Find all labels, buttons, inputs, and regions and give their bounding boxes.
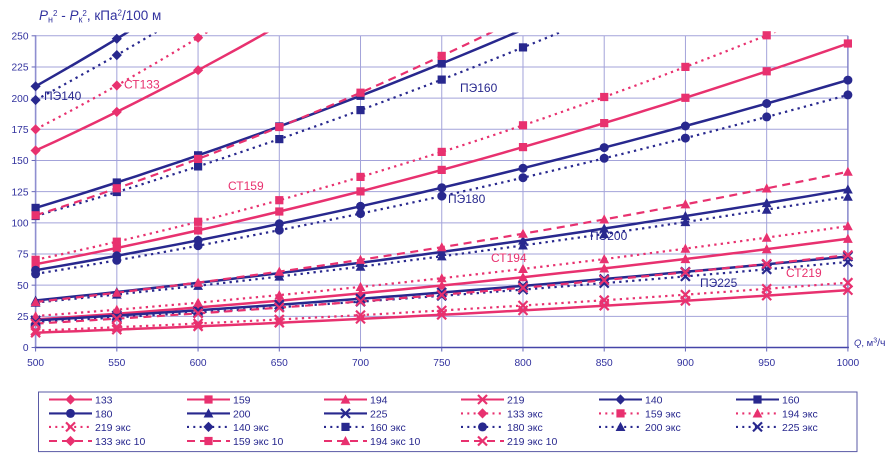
svg-text:550: 550 — [108, 358, 125, 369]
svg-text:СТ194: СТ194 — [491, 251, 527, 265]
svg-text:950: 950 — [758, 358, 775, 369]
svg-text:СТ133: СТ133 — [124, 78, 160, 92]
svg-text:500: 500 — [27, 358, 44, 369]
svg-text:194: 194 — [370, 395, 388, 407]
svg-text:800: 800 — [515, 358, 532, 369]
svg-text:200: 200 — [233, 408, 251, 420]
svg-text:133: 133 — [95, 395, 113, 407]
svg-text:ПЭ225: ПЭ225 — [700, 276, 738, 290]
svg-text:180 экс: 180 экс — [507, 422, 543, 434]
svg-text:ПЭ160: ПЭ160 — [460, 81, 498, 95]
svg-text:СТ159: СТ159 — [228, 179, 264, 193]
svg-text:100: 100 — [12, 219, 29, 230]
svg-text:600: 600 — [190, 358, 207, 369]
svg-text:219 экс 10: 219 экс 10 — [507, 436, 558, 448]
svg-text:175: 175 — [12, 125, 29, 136]
svg-text:850: 850 — [596, 358, 613, 369]
svg-text:159: 159 — [233, 395, 251, 407]
svg-text:Q, м3/ч: Q, м3/ч — [854, 337, 886, 349]
svg-text:160: 160 — [782, 395, 800, 407]
svg-text:0: 0 — [23, 343, 29, 354]
svg-text:219: 219 — [507, 395, 525, 407]
svg-text:160 экс: 160 экс — [370, 422, 406, 434]
svg-text:75: 75 — [17, 250, 29, 261]
svg-text:225 экс: 225 экс — [782, 422, 818, 434]
svg-text:900: 900 — [677, 358, 694, 369]
svg-text:225: 225 — [370, 408, 388, 420]
svg-text:250: 250 — [12, 32, 29, 43]
svg-text:159 экс 10: 159 экс 10 — [233, 436, 284, 448]
svg-text:700: 700 — [352, 358, 369, 369]
svg-text:194 экс: 194 экс — [782, 408, 818, 420]
svg-text:150: 150 — [12, 156, 29, 167]
svg-text:200 экс: 200 экс — [645, 422, 681, 434]
svg-text:ПЭ200: ПЭ200 — [590, 229, 628, 243]
svg-text:180: 180 — [95, 408, 113, 420]
svg-text:140: 140 — [645, 395, 663, 407]
svg-text:125: 125 — [12, 187, 29, 198]
svg-text:650: 650 — [271, 358, 288, 369]
svg-text:50: 50 — [17, 281, 29, 292]
svg-text:1000: 1000 — [837, 358, 860, 369]
svg-text:133 экс: 133 экс — [507, 408, 543, 420]
svg-text:219 экс: 219 экс — [95, 422, 131, 434]
svg-text:140 экс: 140 экс — [233, 422, 269, 434]
svg-text:133 экс 10: 133 экс 10 — [95, 436, 146, 448]
svg-text:Pн2 - Pк2, кПа2/100 м: Pн2 - Pк2, кПа2/100 м — [39, 8, 161, 25]
svg-text:ПЭ140: ПЭ140 — [44, 89, 82, 103]
svg-text:25: 25 — [17, 312, 29, 323]
svg-text:225: 225 — [12, 63, 29, 74]
svg-text:СТ219: СТ219 — [786, 266, 822, 280]
svg-text:194 экс 10: 194 экс 10 — [370, 436, 421, 448]
svg-text:200: 200 — [12, 94, 29, 105]
svg-text:750: 750 — [433, 358, 450, 369]
svg-text:159 экс: 159 экс — [645, 408, 681, 420]
svg-text:ПЭ180: ПЭ180 — [448, 192, 486, 206]
